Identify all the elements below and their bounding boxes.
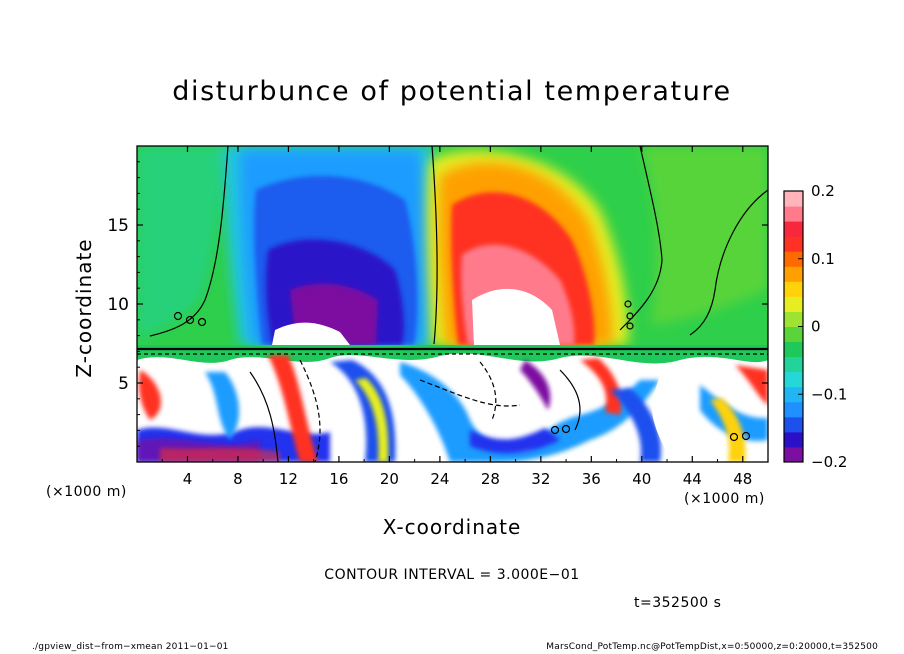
lower-turbulent-layer [137, 345, 768, 462]
x-tick-label-5: 24 [430, 470, 449, 488]
x-axis-ticks: 4 8 12 16 20 24 28 32 36 40 44 48 [161, 146, 752, 488]
heatmap-field [137, 146, 768, 462]
colorbar-swatch-14 [784, 236, 803, 252]
colorbar-label-2: 0 [811, 318, 821, 336]
x-tick-label-7: 32 [531, 470, 550, 488]
x-unit-note: (×1000 m) [684, 491, 765, 507]
y-unit-note: (×1000 m) [46, 484, 127, 500]
colorbar-swatch-16 [784, 206, 803, 222]
upper-field [137, 146, 768, 345]
colorbar-swatch-9 [784, 311, 803, 327]
contour-lines [137, 146, 768, 462]
x-tick-label-8: 36 [582, 470, 601, 488]
colorbar-label-4: −0.2 [811, 453, 847, 471]
y-tick-label-0: 5 [118, 374, 129, 394]
x-tick-label-4: 20 [380, 470, 399, 488]
colorbar-swatch-13 [784, 251, 803, 267]
x-tick-label-10: 44 [683, 470, 702, 488]
colorbar-label-0: 0.2 [811, 182, 835, 200]
y-tick-label-1: 10 [107, 295, 129, 315]
y-tick-label-2: 15 [107, 216, 129, 236]
x-tick-label-11: 48 [733, 470, 752, 488]
x-axis-label: X-coordinate [0, 515, 904, 539]
colorbar-swatch-7 [784, 341, 803, 358]
y-axis-label: Z-coordinate [72, 238, 96, 378]
colorbar: 0.2 0.1 0 −0.1 −0.2 [783, 182, 847, 471]
colorbar-swatch-8 [784, 326, 803, 343]
x-axis-label-text: X-coordinate [382, 515, 522, 539]
footer-right: MarsCond_PotTemp.nc@PotTempDist,x=0:5000… [546, 642, 878, 652]
colorbar-swatch-2 [784, 416, 803, 433]
colorbar-swatch-5 [784, 371, 803, 388]
colorbar-swatch-4 [784, 386, 803, 403]
colorbar-swatch-1 [784, 431, 803, 448]
colorbar-swatch-11 [784, 281, 803, 297]
colorbar-swatch-12 [784, 266, 803, 282]
x-tick-label-9: 40 [632, 470, 651, 488]
x-tick-label-2: 12 [279, 470, 298, 488]
footer-left: ./gpview_dist−from−xmean 2011−01−01 [32, 642, 229, 652]
colorbar-label-3: −0.1 [811, 385, 847, 403]
x-tick-label-3: 16 [329, 470, 348, 488]
colorbar-swatch-15 [784, 221, 803, 237]
warm-anomaly [426, 150, 629, 345]
x-tick-label-1: 8 [233, 470, 243, 488]
x-tick-label-0: 4 [183, 470, 193, 488]
time-label: t=352500 s [634, 595, 722, 611]
colorbar-swatch-10 [784, 296, 803, 312]
y-axis-ticks: 5 10 15 [107, 161, 768, 447]
contour-interval-label: CONTOUR INTERVAL = 3.000E−01 [324, 567, 580, 583]
colorbar-swatch-17 [784, 191, 803, 207]
x-tick-label-6: 28 [481, 470, 500, 488]
colorbar-swatch-0 [784, 446, 803, 463]
chart-title: disturbunce of potential temperature [172, 76, 732, 107]
cold-anomaly [222, 146, 438, 345]
colorbar-swatch-6 [784, 356, 803, 373]
colorbar-label-1: 0.1 [811, 250, 835, 268]
colorbar-swatch-3 [784, 401, 803, 418]
